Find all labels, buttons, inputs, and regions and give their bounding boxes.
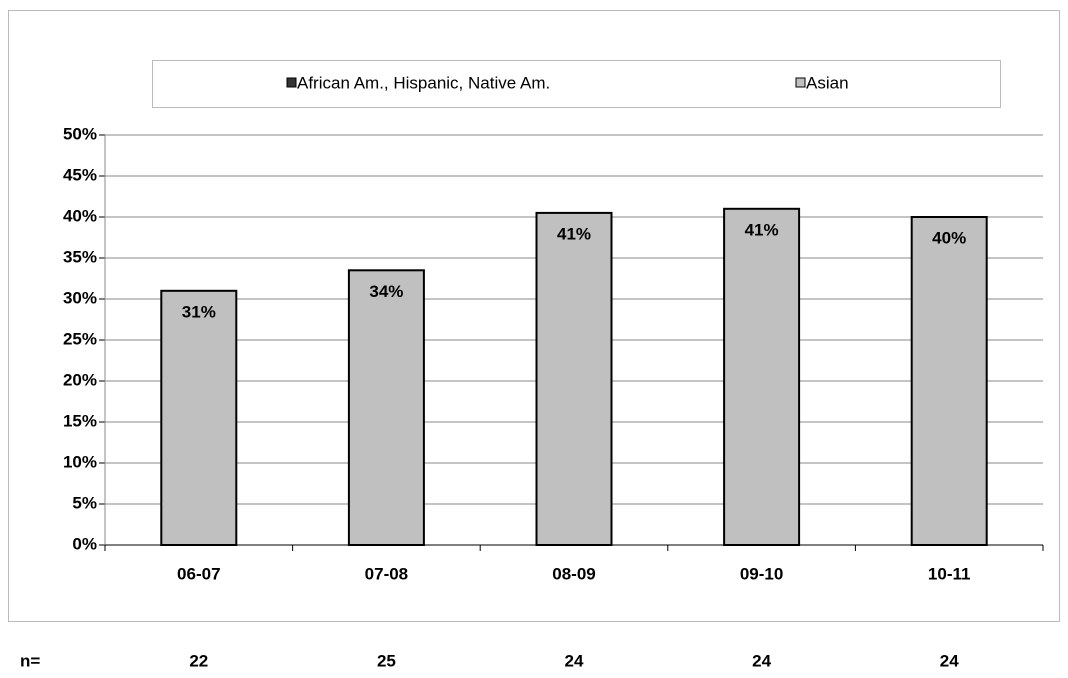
y-tick-label: 45% — [63, 165, 97, 184]
value-label: 40% — [932, 228, 966, 247]
x-tick-label: 07-08 — [365, 564, 408, 583]
legend-swatch — [286, 77, 297, 88]
x-tick-label: 09-10 — [740, 564, 783, 583]
y-tick-label: 30% — [63, 288, 97, 307]
bar — [160, 289, 238, 546]
n-value: 24 — [940, 651, 959, 670]
value-label: 34% — [369, 282, 403, 301]
n-value: 25 — [377, 651, 396, 670]
bar — [535, 211, 613, 546]
y-tick-label: 10% — [63, 452, 97, 471]
x-tick-label: 06-07 — [177, 564, 220, 583]
x-tick-label: 10-11 — [928, 564, 971, 583]
value-label: 31% — [182, 302, 216, 321]
legend-box — [152, 60, 1001, 108]
y-tick-label: 35% — [63, 247, 97, 266]
legend-label: African Am., Hispanic, Native Am. — [297, 73, 550, 92]
x-tick-label: 08-09 — [552, 564, 595, 583]
bar — [910, 216, 988, 546]
n-value: 24 — [565, 651, 584, 670]
n-value: 24 — [752, 651, 771, 670]
y-tick-label: 50% — [63, 124, 97, 143]
value-label: 41% — [745, 220, 779, 239]
y-tick-label: 15% — [63, 411, 97, 430]
y-tick-label: 40% — [63, 206, 97, 225]
bar — [723, 207, 801, 547]
n-value: 22 — [189, 651, 208, 670]
bar — [347, 269, 425, 546]
y-tick-label: 5% — [72, 493, 97, 512]
legend-swatch — [795, 77, 806, 88]
value-label: 41% — [557, 224, 591, 243]
n-label: n= — [20, 651, 40, 670]
legend-label: Asian — [806, 73, 849, 92]
y-tick-label: 0% — [72, 534, 97, 553]
y-tick-label: 20% — [63, 370, 97, 389]
y-tick-label: 25% — [63, 329, 97, 348]
